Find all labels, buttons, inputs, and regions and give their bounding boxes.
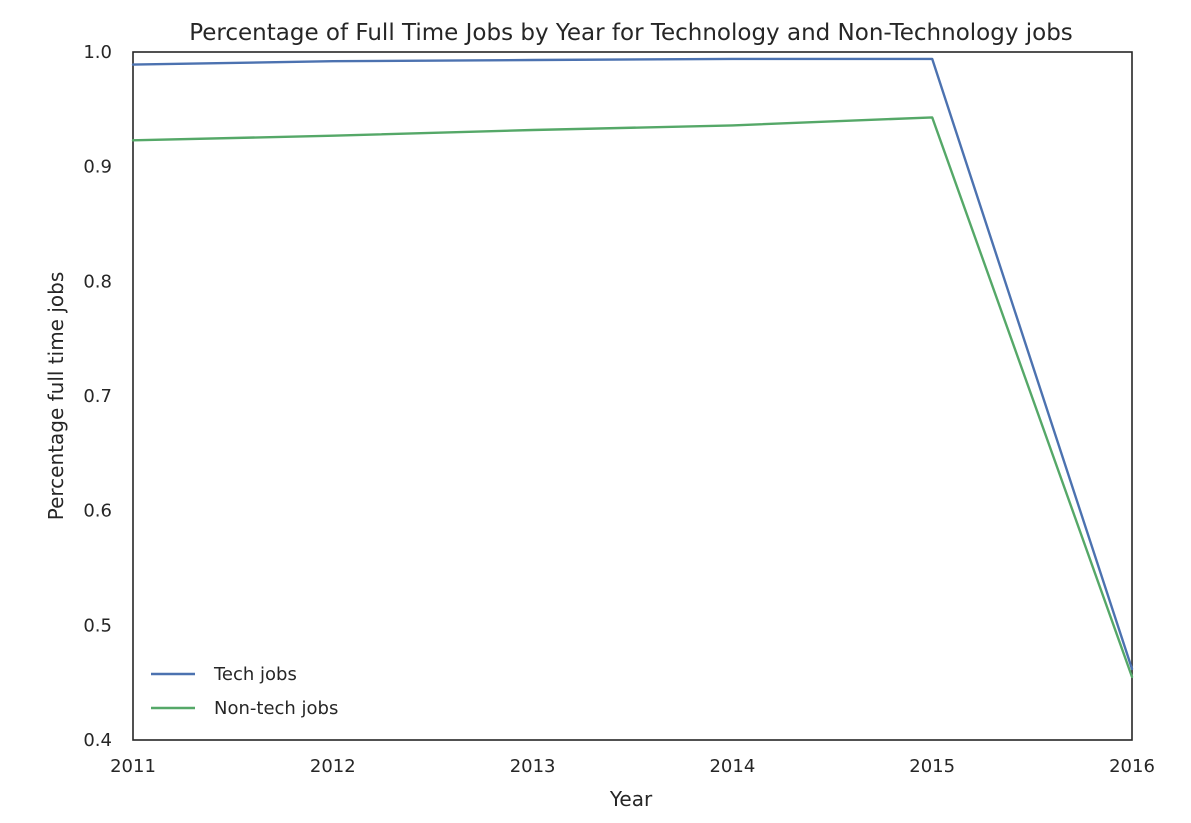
x-tick-label: 2015	[909, 756, 955, 777]
legend-label-0: Tech jobs	[213, 664, 297, 685]
x-tick-label: 2011	[110, 756, 156, 777]
plot-area	[132, 51, 1133, 741]
series-layer	[131, 57, 1134, 679]
y-axis-label: Percentage full time jobs	[44, 272, 68, 521]
x-axis-label: Year	[609, 787, 653, 811]
y-tick-label: 0.9	[83, 157, 112, 178]
y-tick-label: 1.0	[83, 42, 112, 63]
legend: Tech jobs Non-tech jobs	[151, 664, 338, 719]
chart-title: Percentage of Full Time Jobs by Year for…	[189, 20, 1073, 46]
y-axis-ticks: 0.4 0.5 0.6 0.7 0.8 0.9 1.0	[83, 42, 112, 751]
y-tick-label: 0.5	[83, 615, 112, 636]
x-axis-ticks: 2011 2012 2013 2014 2015 2016	[110, 756, 1155, 777]
y-tick-label: 0.6	[83, 501, 112, 522]
series-line-1	[131, 116, 1134, 679]
x-tick-label: 2012	[310, 756, 356, 777]
legend-label-1: Non-tech jobs	[214, 698, 338, 719]
x-tick-label: 2016	[1109, 756, 1155, 777]
x-tick-label: 2014	[709, 756, 755, 777]
y-tick-label: 0.8	[83, 271, 112, 292]
x-tick-label: 2013	[510, 756, 556, 777]
y-tick-label: 0.4	[83, 730, 112, 751]
series-line-0	[131, 57, 1134, 671]
y-tick-label: 0.7	[83, 386, 112, 407]
